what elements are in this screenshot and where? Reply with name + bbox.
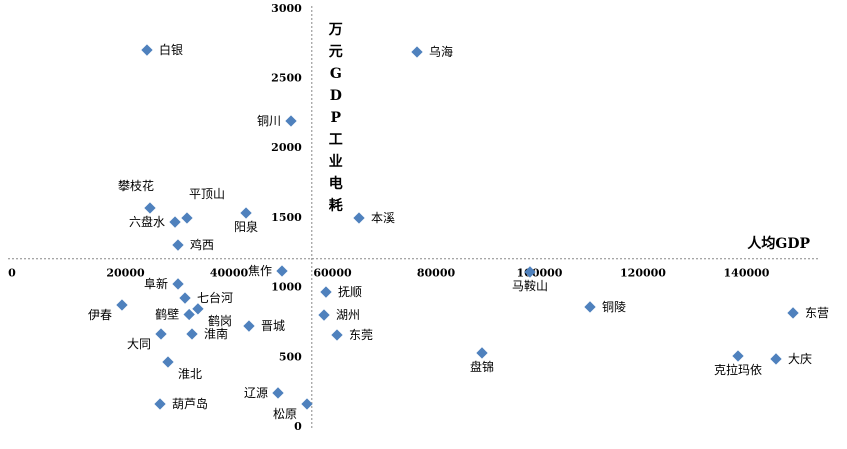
data-point bbox=[318, 309, 330, 321]
data-point bbox=[476, 347, 488, 359]
point-label: 葫芦岛 bbox=[172, 396, 208, 411]
data-point bbox=[172, 278, 184, 290]
point-label: 铜川 bbox=[257, 113, 281, 128]
point-label: 辽源 bbox=[244, 386, 268, 400]
data-point bbox=[181, 212, 193, 224]
data-point bbox=[116, 299, 128, 311]
point-label: 东莞 bbox=[349, 328, 373, 342]
data-point bbox=[770, 353, 782, 365]
y-tick-labels: 0 500 1000 1500 2000 2500 3000 bbox=[271, 2, 302, 433]
x-tick-label: 60000 bbox=[313, 267, 352, 280]
point-label: 铜陵 bbox=[602, 299, 626, 314]
point-label: 平顶山 bbox=[189, 187, 225, 201]
point-label: 盘锦 bbox=[470, 359, 494, 374]
x-tick-label: 100000 bbox=[517, 267, 563, 280]
x-tick-label: 0 bbox=[8, 267, 16, 280]
point-label: 抚顺 bbox=[338, 285, 362, 299]
point-label: 淮北 bbox=[178, 367, 202, 381]
data-point bbox=[243, 320, 255, 332]
data-point bbox=[331, 329, 343, 341]
point-label: 焦作 bbox=[248, 264, 272, 278]
y-tick-label: 2500 bbox=[271, 72, 302, 85]
point-label: 克拉玛依 bbox=[714, 362, 762, 377]
data-point bbox=[172, 239, 184, 251]
point-label: 六盘水 bbox=[129, 214, 165, 229]
y-axis-title: 万元 G D P 工业电耗 bbox=[328, 22, 343, 214]
point-label: 乌海 bbox=[429, 44, 453, 59]
point-label: 大同 bbox=[127, 337, 151, 351]
point-label: 七台河 bbox=[197, 290, 233, 305]
data-point bbox=[179, 292, 191, 304]
x-tick-label: 20000 bbox=[106, 267, 145, 280]
y-tick-label: 0 bbox=[294, 420, 302, 433]
data-point bbox=[183, 308, 195, 321]
data-point bbox=[524, 266, 536, 278]
data-point bbox=[787, 307, 799, 319]
point-label: 伊春 bbox=[88, 308, 112, 322]
point-label: 淮南 bbox=[204, 326, 228, 341]
data-point bbox=[141, 44, 153, 56]
data-point bbox=[732, 350, 744, 362]
point-label: 鹤壁 bbox=[155, 306, 179, 321]
point-label: 大庆 bbox=[788, 352, 812, 366]
x-tick-label: 80000 bbox=[417, 267, 456, 280]
point-label: 阳泉 bbox=[234, 220, 258, 234]
point-label: 攀枝花 bbox=[118, 178, 154, 193]
data-point bbox=[169, 216, 181, 228]
data-point bbox=[186, 328, 198, 340]
y-tick-label: 1500 bbox=[271, 211, 302, 224]
data-point bbox=[154, 398, 166, 410]
point-label: 东营 bbox=[805, 306, 829, 320]
data-point bbox=[272, 387, 284, 399]
point-label: 马鞍山 bbox=[512, 278, 548, 293]
data-point bbox=[192, 303, 204, 315]
point-label: 松原 bbox=[273, 407, 297, 421]
data-point bbox=[285, 115, 297, 127]
point-label: 湖州 bbox=[336, 307, 360, 322]
point-label: 鹤岗 bbox=[208, 313, 232, 328]
x-tick-label: 140000 bbox=[724, 267, 770, 280]
x-axis-title: 人均GDP bbox=[747, 235, 810, 252]
x-tick-label: 120000 bbox=[620, 267, 666, 280]
data-point bbox=[584, 301, 596, 313]
y-tick-label: 500 bbox=[279, 350, 302, 363]
point-label: 鸡西 bbox=[190, 237, 214, 252]
point-label: 晋城 bbox=[261, 319, 285, 333]
point-label: 阜新 bbox=[144, 276, 168, 291]
x-tick-label: 40000 bbox=[210, 267, 249, 280]
point-label: 白银 bbox=[159, 42, 183, 57]
y-tick-label: 2000 bbox=[271, 141, 302, 154]
data-point bbox=[320, 286, 332, 298]
data-point bbox=[301, 398, 313, 410]
y-tick-label: 1000 bbox=[271, 281, 302, 294]
data-point bbox=[276, 265, 288, 277]
data-point bbox=[353, 212, 365, 224]
point-label: 本溪 bbox=[371, 211, 395, 225]
data-point bbox=[144, 202, 156, 214]
data-point bbox=[411, 46, 423, 58]
data-point bbox=[162, 356, 174, 368]
data-point bbox=[240, 207, 252, 219]
data-point bbox=[155, 328, 167, 340]
y-tick-label: 3000 bbox=[271, 2, 302, 15]
x-tick-labels: 0 20000 40000 60000 80000 100000 120000 140000 bbox=[8, 267, 770, 280]
